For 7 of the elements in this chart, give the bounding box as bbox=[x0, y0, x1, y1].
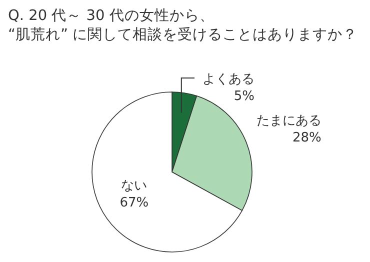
data-label: 5% bbox=[234, 89, 255, 104]
chart-title: Q. 20 代～ 30 代の女性から、 “肌荒れ” に関して相談を受けることはありますか？ bbox=[8, 7, 358, 43]
slice-label: たまにある bbox=[256, 114, 322, 129]
data-label: 67% bbox=[120, 195, 149, 210]
data-label: 28% bbox=[292, 130, 322, 146]
slice-label: よくある bbox=[202, 72, 255, 87]
slice-label: ない bbox=[121, 178, 148, 194]
